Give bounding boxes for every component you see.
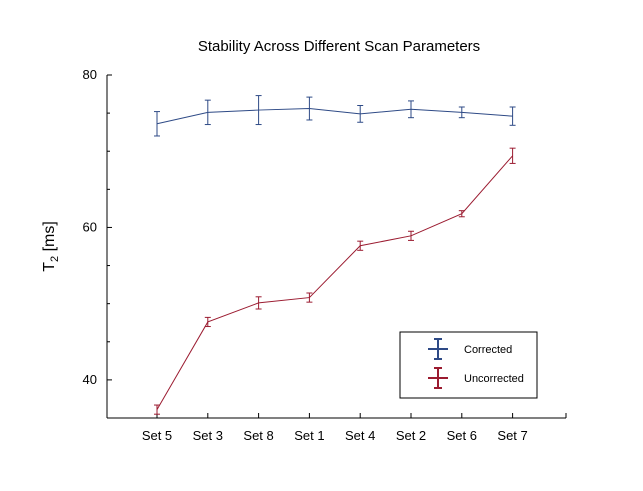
chart-title: Stability Across Different Scan Paramete… (198, 38, 480, 55)
x-tick-label: Set 5 (142, 428, 172, 443)
series-group (154, 95, 516, 137)
legend-label: Uncorrected (464, 373, 524, 385)
series-line (156, 155, 513, 410)
legend: Corrected Uncorrected (399, 331, 538, 399)
x-tick-label: Set 3 (193, 428, 223, 443)
y-tick-label: 40 (83, 372, 97, 387)
series-layer (154, 95, 516, 415)
y-axis-label: T2 [ms] (41, 221, 61, 272)
series-group (154, 147, 516, 415)
legend-label: Corrected (464, 344, 512, 356)
series-line (156, 108, 513, 125)
y-axis-label-subscript: 2 (49, 256, 61, 262)
legend-box (399, 331, 538, 399)
y-tick-label: 60 (83, 219, 97, 234)
y-tick-label: 80 (83, 67, 97, 82)
x-tick-label: Set 2 (396, 428, 426, 443)
x-tick-label: Set 8 (243, 428, 273, 443)
x-tick-label: Set 6 (447, 428, 477, 443)
x-ticks: Set 5 Set 3 Set 8 Set 1 Set 4 Set 2 Set 6 Set 7 (142, 413, 528, 443)
y-axis-label-unit: [ms] (41, 221, 58, 256)
x-tick-label: Set 4 (345, 428, 375, 443)
x-tick-label: Set 1 (294, 428, 324, 443)
x-tick-label: Set 7 (497, 428, 527, 443)
y-axis-label-main: T (41, 262, 58, 272)
y-ticks: 40 60 80 (83, 67, 112, 419)
